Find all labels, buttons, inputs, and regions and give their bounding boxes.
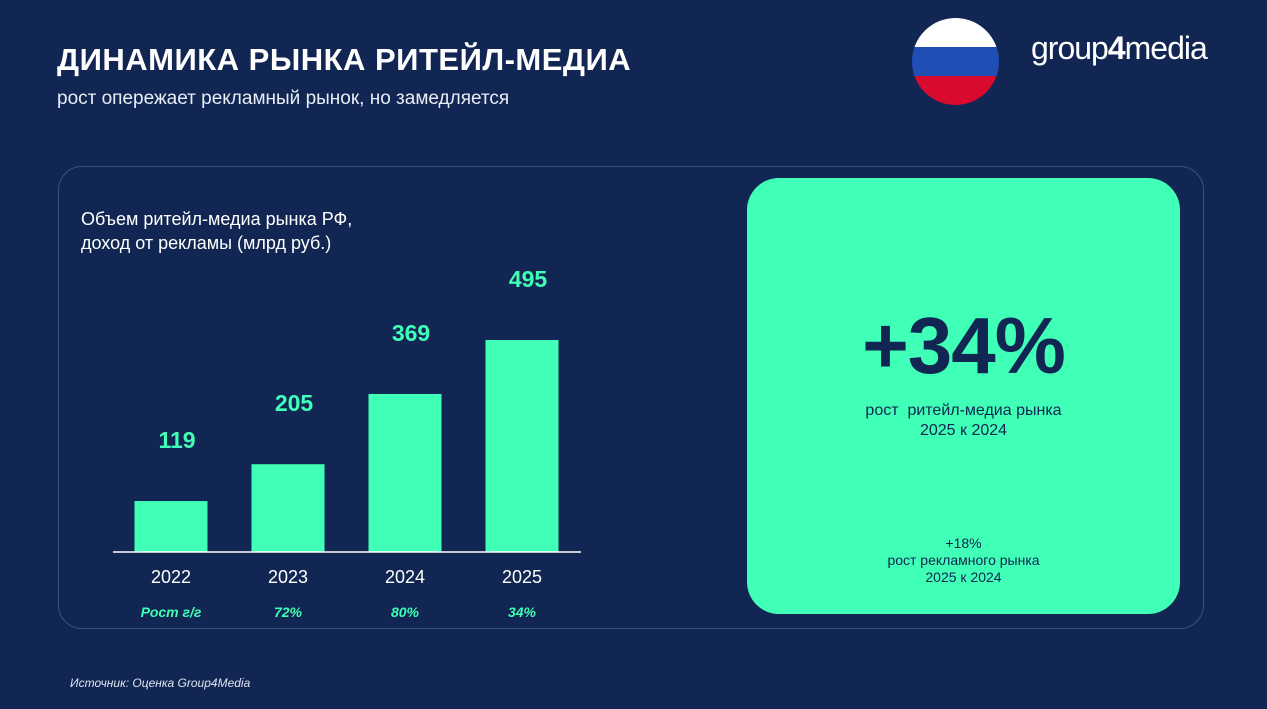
highlight-card: +34% рост ритейл-медиа рынка 2025 к 2024…	[747, 178, 1180, 614]
bar-2022	[134, 501, 208, 552]
ad-market-line2: 2025 к 2024	[925, 569, 1002, 585]
chart-title-line1: Объем ритейл-медиа рынка РФ,	[81, 209, 353, 229]
growth-value-2023: 72%	[273, 604, 303, 620]
page-title: ДИНАМИКА РЫНКА РИТЕЙЛ-МЕДИА	[57, 42, 632, 77]
chart-title-line2: доход от рекламы (млрд руб.)	[81, 233, 332, 253]
x-tick-2025: 2025	[502, 567, 542, 587]
highlight-caption-line1: рост ритейл-медиа рынка	[865, 402, 1062, 419]
growth-row-label: Рост г/г	[140, 604, 202, 620]
source-note: Источник: Оценка Group4Media	[70, 676, 251, 690]
page-subtitle: рост опережает рекламный рынок, но замед…	[57, 88, 510, 109]
data-label-2025: 495	[509, 266, 548, 292]
chart-panel	[58, 166, 1204, 629]
bar-2025	[485, 340, 559, 552]
logo-text-media: media	[1124, 30, 1208, 66]
data-label-2022: 119	[158, 427, 195, 453]
data-label-2023: 205	[275, 390, 314, 416]
growth-value-2025: 34%	[507, 604, 537, 620]
data-label-2024: 369	[392, 320, 430, 346]
x-tick-2024: 2024	[385, 567, 425, 587]
x-tick-2022: 2022	[151, 567, 191, 587]
logo-text-four: 4	[1107, 30, 1126, 66]
highlight-value: +34%	[862, 301, 1066, 390]
ad-market-value: +18%	[945, 535, 982, 551]
highlight-caption: рост ритейл-медиа рынка 2025 к 2024	[747, 401, 1180, 441]
bar-2023	[251, 464, 325, 552]
growth-value-2024: 80%	[390, 604, 420, 620]
chart-title: Объем ритейл-медиа рынка РФ, доход от ре…	[81, 207, 352, 255]
ad-market-block: +18% рост рекламного рынка 2025 к 2024	[747, 535, 1180, 586]
logo: group4media	[1031, 30, 1208, 67]
logo-text-group: group	[1031, 30, 1109, 66]
bar-2024	[368, 393, 442, 552]
x-tick-2023: 2023	[268, 567, 308, 587]
highlight-caption-line2: 2025 к 2024	[919, 422, 1008, 439]
ad-market-line1: рост рекламного рынка	[887, 552, 1040, 568]
